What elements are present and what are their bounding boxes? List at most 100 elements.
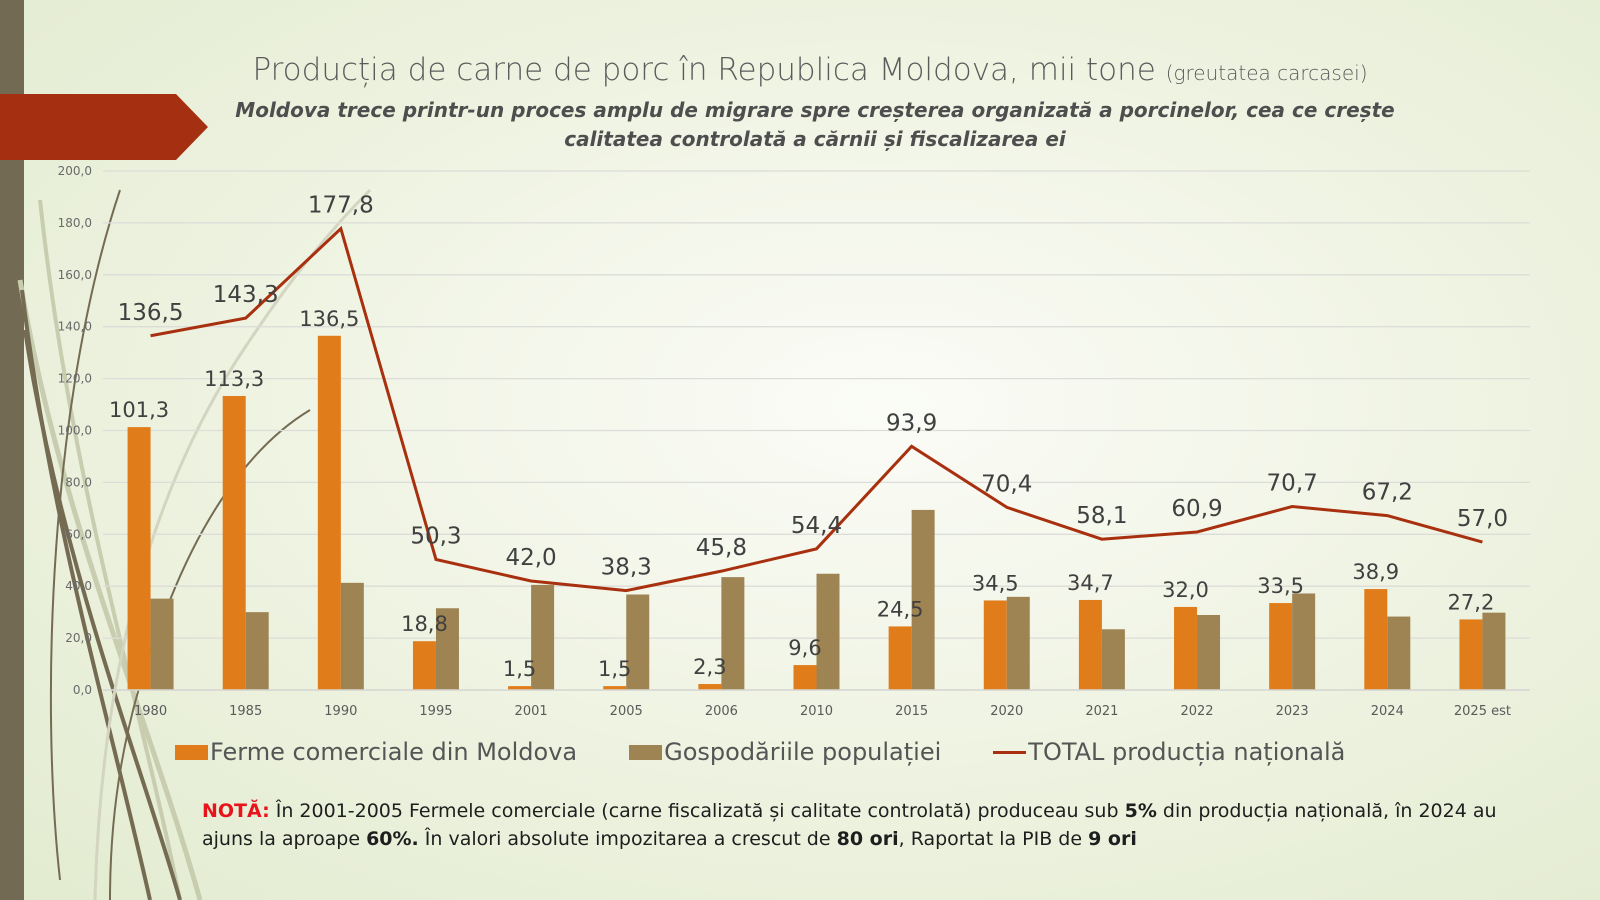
note-bold-3: 80 ori <box>836 828 899 850</box>
bar-commercial <box>222 395 246 690</box>
chart-title: Producția de carne de porc în Republica … <box>190 52 1430 88</box>
data-label-total: 177,8 <box>308 193 374 219</box>
bar-commercial <box>508 686 532 690</box>
y-tick-label: 60,0 <box>65 527 92 541</box>
legend: Ferme comerciale din Moldova Gospodăriil… <box>175 735 1397 769</box>
legend-label-commercial: Ferme comerciale din Moldova <box>210 738 578 766</box>
data-label-commercial: 1,5 <box>503 657 536 681</box>
data-label-commercial: 2,3 <box>693 655 726 679</box>
chart-subtitle: Moldova trece printr-un proces amplu de … <box>215 96 1415 154</box>
bar-commercial <box>888 626 912 690</box>
legend-item-commercial: Ferme comerciale din Moldova <box>175 738 577 766</box>
data-label-commercial: 101,3 <box>109 398 169 422</box>
x-tick-label: 2021 <box>1085 704 1118 719</box>
bar-commercial <box>127 427 151 690</box>
legend-item-total: TOTAL producția națională <box>993 738 1345 766</box>
data-label-commercial: 32,0 <box>1162 578 1209 602</box>
x-tick-label: 2022 <box>1180 704 1213 719</box>
data-label-total: 58,1 <box>1076 503 1127 529</box>
x-tick-label: 1995 <box>419 704 452 719</box>
y-tick-label: 80,0 <box>65 475 92 489</box>
bar-households <box>721 577 745 690</box>
legend-label-total: TOTAL producția națională <box>1028 738 1346 766</box>
note-text-1: În 2001-2005 Fermele comerciale (carne f… <box>269 800 1125 822</box>
data-label-total: 45,8 <box>696 535 747 561</box>
x-tick-label: 2015 <box>895 704 928 719</box>
bar-households <box>1387 616 1411 690</box>
x-tick-label: 2020 <box>990 704 1023 719</box>
bars <box>127 335 1506 690</box>
data-label-total: 143,3 <box>213 282 279 308</box>
data-label-commercial: 113,3 <box>204 367 264 391</box>
bar-commercial <box>698 684 722 690</box>
x-tick-label: 2024 <box>1371 704 1404 719</box>
bar-commercial <box>1078 599 1102 690</box>
data-label-total: 60,9 <box>1171 496 1222 522</box>
footnote: NOTĂ: În 2001-2005 Fermele comerciale (c… <box>202 797 1542 853</box>
bar-commercial <box>412 641 436 690</box>
data-label-commercial: 33,5 <box>1257 574 1304 598</box>
bar-commercial <box>983 600 1007 690</box>
data-label-total: 70,4 <box>981 471 1032 497</box>
legend-swatch-total <box>993 750 1027 754</box>
data-label-total: 136,5 <box>118 300 184 326</box>
y-axis-ticks: 0,0 20,0 40,0 60,0 80,0 100,0 120,0 140,0 160,0 1… <box>58 164 92 697</box>
bar-households <box>1101 629 1125 690</box>
x-tick-label: 2006 <box>705 704 738 719</box>
x-tick-label: 2001 <box>515 704 548 719</box>
bar-commercial <box>317 335 341 690</box>
data-label-commercial: 38,9 <box>1352 560 1399 584</box>
x-tick-label: 2005 <box>610 704 643 719</box>
y-tick-label: 120,0 <box>58 372 92 386</box>
data-label-commercial: 9,6 <box>788 636 821 660</box>
total-line <box>150 225 1483 593</box>
note-text-2: din producția națională, în 2024 au ajun… <box>202 800 1497 850</box>
note-label: NOTĂ: <box>202 800 270 822</box>
legend-label-households: Gospodăriile populației <box>664 738 942 766</box>
bar-households <box>1006 596 1030 690</box>
bar-households <box>531 584 555 690</box>
data-label-total: 50,3 <box>410 523 461 549</box>
title-main: Producția de carne de porc în Republica … <box>252 52 1156 88</box>
legend-swatch-households <box>629 744 663 760</box>
data-label-total: 42,0 <box>505 545 556 571</box>
x-tick-label: 2023 <box>1276 704 1309 719</box>
y-tick-label: 100,0 <box>58 424 92 438</box>
y-tick-label: 40,0 <box>65 579 92 593</box>
x-tick-label: 1990 <box>324 704 357 719</box>
x-tick-label: 2025 est <box>1454 704 1511 719</box>
bar-households <box>1482 612 1506 690</box>
y-tick-label: 0,0 <box>73 683 92 697</box>
legend-item-households: Gospodăriile populației <box>629 738 941 766</box>
y-tick-label: 140,0 <box>58 320 92 334</box>
title-unit-note: (greutatea carcasei) <box>1165 61 1368 85</box>
note-text-3: În valori absolute impozitarea a crescut… <box>418 828 837 850</box>
data-label-commercial: 34,5 <box>972 571 1019 595</box>
data-label-total: 57,0 <box>1457 506 1508 532</box>
x-tick-label: 1980 <box>134 704 167 719</box>
note-text-4: , Raportat la PIB de <box>898 828 1089 850</box>
bar-households <box>626 594 650 690</box>
bar-households <box>1197 615 1221 690</box>
y-tick-label: 180,0 <box>58 216 92 230</box>
bar-households <box>1292 593 1316 690</box>
note-bold-1: 5% <box>1124 800 1157 822</box>
data-label-total: 67,2 <box>1362 480 1413 506</box>
data-label-total: 70,7 <box>1267 471 1318 497</box>
bar-households <box>435 608 459 690</box>
y-tick-label: 160,0 <box>58 268 92 282</box>
x-tick-label: 2010 <box>800 704 833 719</box>
bar-commercial <box>1364 589 1388 690</box>
data-label-commercial: 18,8 <box>401 612 448 636</box>
note-bold-4: 9 ori <box>1088 828 1137 850</box>
data-label-total: 38,3 <box>601 555 652 581</box>
subtitle-line-2: calitatea controlată a cărnii și fiscali… <box>564 127 1066 151</box>
data-label-commercial: 24,5 <box>877 597 924 621</box>
note-bold-2: 60%. <box>366 828 419 850</box>
bar-households <box>340 582 364 690</box>
data-label-total: 93,9 <box>886 410 937 436</box>
title-arrow-banner <box>0 94 208 160</box>
data-label-commercial: 27,2 <box>1448 590 1495 614</box>
bar-households <box>816 573 840 690</box>
